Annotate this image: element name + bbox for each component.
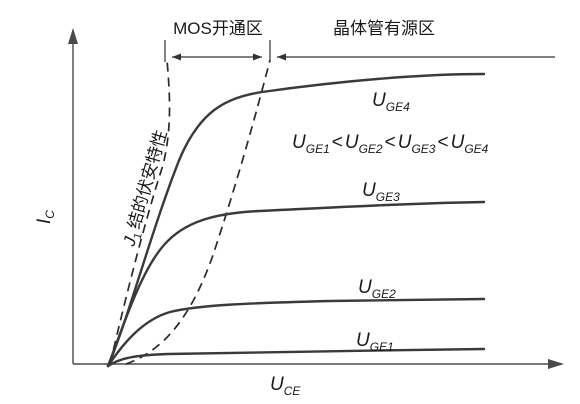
- label-uge1: UGE1: [356, 330, 394, 354]
- curve-uge2: [106, 297, 486, 368]
- x-axis-arrow-icon: [548, 359, 564, 369]
- y-axis-arrow-icon: [68, 28, 78, 44]
- y-axis-label: IC: [34, 210, 57, 224]
- curve-uge3: [106, 200, 486, 368]
- uge-relation: UGE1 < UGE2 < UGE3 < UGE4: [292, 132, 489, 156]
- mos-region-label: MOS开通区: [173, 19, 263, 38]
- j1-iv-label: J1结的伏安特性: [119, 128, 173, 250]
- label-uge2: UGE2: [358, 277, 396, 301]
- active-region-label: 晶体管有源区: [333, 19, 435, 38]
- label-uge4: UGE4: [372, 90, 410, 114]
- curve-uge1: [106, 347, 486, 368]
- curve-uge4: [106, 72, 486, 368]
- x-axis-label: UCE: [270, 374, 301, 398]
- mos-region-boundary-dashed-curve: [125, 59, 271, 365]
- j1-iv-dashed-curve: [109, 59, 171, 365]
- label-uge3: UGE3: [362, 180, 400, 204]
